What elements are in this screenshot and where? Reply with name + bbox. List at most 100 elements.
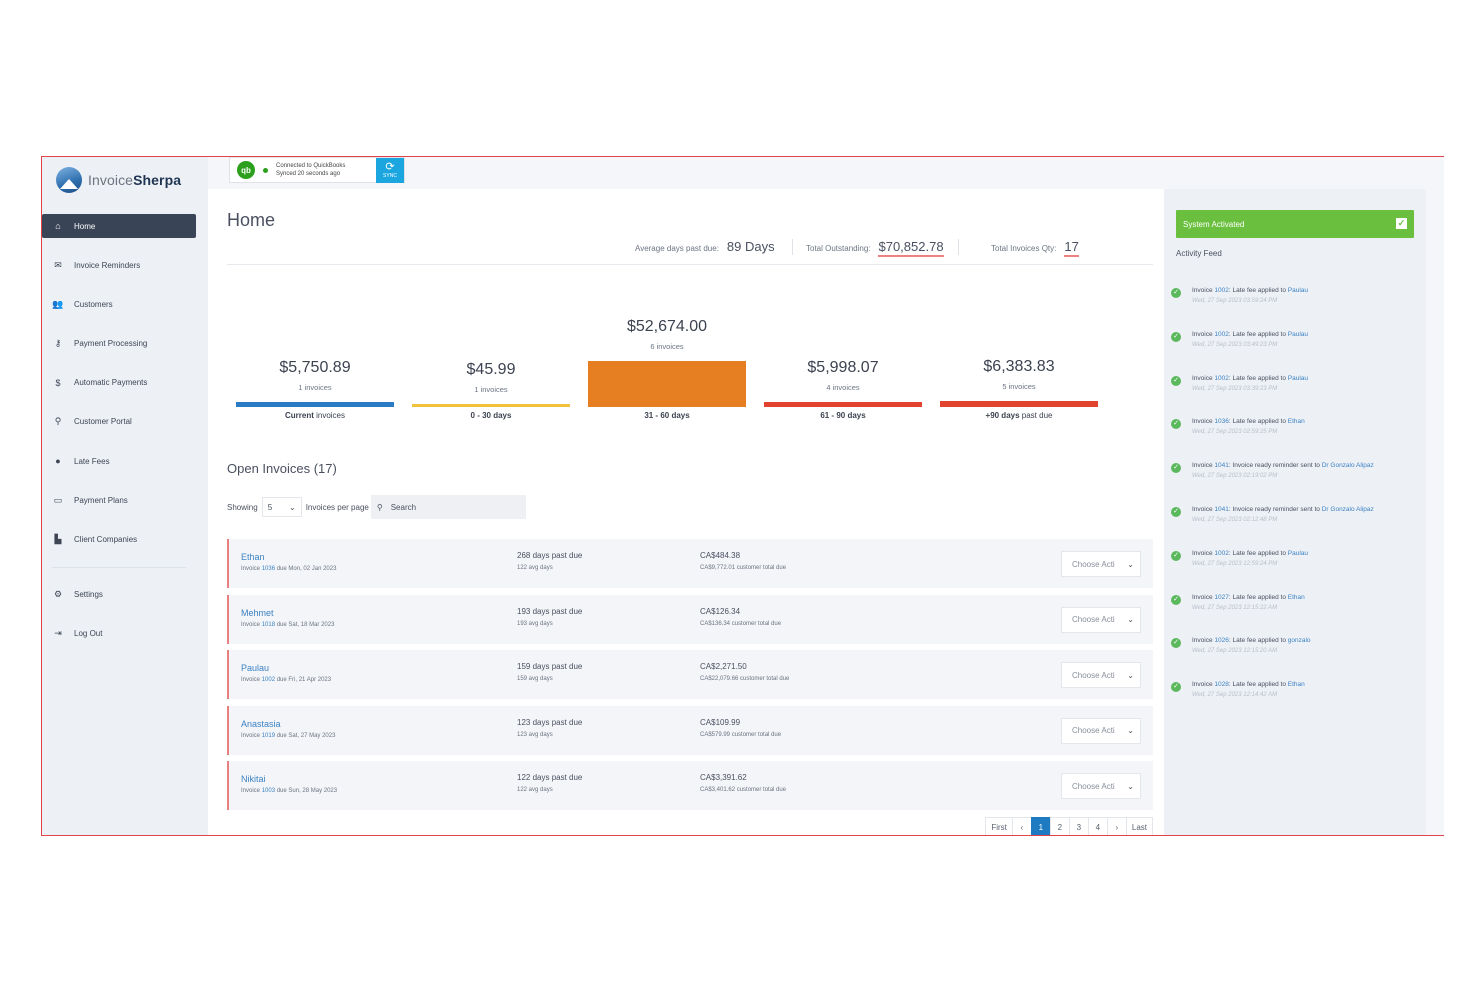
activity-recipient-link[interactable]: Dr Gonzalo Alipaz <box>1321 505 1374 513</box>
choose-action-select[interactable]: Choose Acti ⌄ <box>1061 606 1141 633</box>
invoice-number-link[interactable]: 1027 <box>1214 593 1229 601</box>
invoice-number-link[interactable]: 1002 <box>1214 287 1229 294</box>
sidebar-item-label: Invoice Reminders <box>74 260 141 270</box>
next-page-button[interactable]: › <box>1106 817 1127 835</box>
page-button-1[interactable]: 1 <box>1030 817 1051 835</box>
activity-recipient-link[interactable]: Ethan <box>1287 593 1305 601</box>
activity-recipient-link[interactable]: Paulau <box>1287 330 1309 338</box>
sidebar-item-automatic-payments[interactable]: $ Automatic Payments <box>42 371 196 395</box>
invoice-number-link[interactable]: 1003 <box>261 788 276 794</box>
sidebar-item-late-fees[interactable]: ● Late Fees <box>42 449 196 473</box>
per-page-select[interactable]: 5 ⌄ <box>261 497 302 517</box>
activity-recipient-link[interactable]: gonzalo <box>1287 637 1311 645</box>
activity-text: Invoice 1026: Late fee applied to gonzal… <box>1192 637 1311 644</box>
aging-bucket-label-bold: 0 - 30 days <box>470 411 512 420</box>
check-circle-icon: ✓ <box>1171 419 1181 430</box>
invoice-amount: CA$126.34 <box>700 606 741 616</box>
activity-timestamp: Wed, 27 Sep 2023 03:59:24 PM <box>1192 298 1278 304</box>
activity-prefix: Invoice <box>1192 637 1215 645</box>
first-page-button[interactable]: First <box>985 817 1013 835</box>
stat-divider <box>958 239 959 255</box>
activity-prefix: Invoice <box>1192 681 1215 689</box>
customer-name-link[interactable]: Ethan <box>241 552 265 562</box>
brand-name: InvoiceSherpa <box>88 172 181 188</box>
invoice-number-link[interactable]: 1018 <box>261 621 276 628</box>
invoice-number-link[interactable]: 1036 <box>261 566 276 572</box>
chevron-down-icon: ⌄ <box>1127 781 1134 791</box>
page-button-2[interactable]: 2 <box>1049 817 1070 835</box>
aging-bar[interactable] <box>588 361 746 407</box>
sidebar-item-customers[interactable]: 👥 Customers <box>42 292 196 316</box>
total-invoices-value: 17 <box>1064 239 1079 257</box>
customer-name-link[interactable]: Paulau <box>241 663 270 673</box>
system-activated-toggle[interactable]: System Activated ✓ <box>1176 210 1414 238</box>
page-button-4[interactable]: 4 <box>1087 817 1108 835</box>
sidebar-item-payment-processing[interactable]: ⚷ Payment Processing <box>42 332 196 356</box>
sidebar-item-payment-plans[interactable]: ▭ Payment Plans <box>42 488 196 512</box>
invoice-number-link[interactable]: 1026 <box>1214 637 1229 645</box>
sidebar-item-invoice-reminders[interactable]: ✉ Invoice Reminders <box>42 253 196 277</box>
choose-action-select[interactable]: Choose Acti ⌄ <box>1061 551 1141 577</box>
invoice-row[interactable]: Paulau Invoice 1002 due Fri, 21 Apr 2023 1… <box>227 650 1153 699</box>
invoice-number-link[interactable]: 1041 <box>1214 462 1229 470</box>
search-input[interactable]: ⚲ Search <box>370 495 526 519</box>
aging-count: 4 invoices <box>826 382 860 392</box>
activity-prefix: Invoice <box>1192 505 1215 513</box>
customer-name-link[interactable]: Anastasia <box>241 718 281 729</box>
activity-recipient-link[interactable]: Paulau <box>1287 549 1309 557</box>
invoice-number-link[interactable]: 1019 <box>261 732 276 739</box>
invoice-row[interactable]: Mehmet Invoice 1018 due Sat, 18 Mar 2023 1… <box>227 594 1153 644</box>
prev-page-button[interactable]: ‹ <box>1011 817 1032 835</box>
activity-recipient-link[interactable]: Dr Gonzalo Alipaz <box>1321 462 1374 470</box>
invoice-amount: CA$2,271.50 <box>700 662 747 671</box>
customer-name-link[interactable]: Mehmet <box>241 607 274 618</box>
activity-feed-item: ✓ Invoice 1041: Invoice ready reminder se… <box>1171 506 1426 550</box>
sidebar-item-log-out[interactable]: ⇥ Log Out <box>42 622 196 646</box>
invoice-number-link[interactable]: 1041 <box>1214 505 1229 513</box>
invoice-number-link[interactable]: 1002 <box>1214 549 1229 557</box>
page-button-3[interactable]: 3 <box>1068 817 1089 835</box>
check-circle-icon: ✓ <box>1171 506 1181 517</box>
activity-prefix: Invoice <box>1192 418 1215 426</box>
days-past-due: 123 days past due <box>517 717 583 727</box>
invoice-row[interactable]: Ethan Invoice 1036 due Mon, 02 Jan 2023 26… <box>227 539 1153 588</box>
invoice-number-link[interactable]: 1028 <box>1214 681 1229 689</box>
choose-action-select[interactable]: Choose Acti ⌄ <box>1061 773 1141 799</box>
aging-bar[interactable] <box>764 401 922 407</box>
activity-recipient-link[interactable]: Ethan <box>1287 418 1305 426</box>
aging-bar[interactable] <box>412 404 570 407</box>
invoice-due-text: Invoice 1019 due Sat, 27 May 2023 <box>241 733 335 739</box>
activity-recipient-link[interactable]: Paulau <box>1287 287 1309 294</box>
envelope-icon: ✉ <box>54 259 62 270</box>
brand-name-light: Invoice <box>88 172 134 188</box>
sidebar-item-home[interactable]: ⌂ Home <box>42 214 196 238</box>
aging-bar[interactable] <box>236 402 394 407</box>
choose-action-select[interactable]: Choose Acti ⌄ <box>1061 717 1141 744</box>
invoice-number-link[interactable]: 1002 <box>1214 374 1229 382</box>
activity-timestamp: Wed, 27 Sep 2023 03:39:23 PM <box>1192 385 1278 392</box>
sidebar-item-client-companies[interactable]: ▙ Client Companies <box>42 528 196 552</box>
sidebar-item-settings[interactable]: ⚙ Settings <box>42 583 196 607</box>
activity-feed-item: ✓ Invoice 1002: Late fee applied to Paula… <box>1171 375 1426 419</box>
brand-logo[interactable]: InvoiceSherpa <box>56 167 181 193</box>
activity-message: : Late fee applied to <box>1228 287 1288 294</box>
activity-recipient-link[interactable]: Ethan <box>1287 681 1305 689</box>
activity-recipient-link[interactable]: Paulau <box>1287 374 1309 382</box>
invoice-due-date: due Sat, 18 Mar 2023 <box>275 621 335 628</box>
invoice-row[interactable]: Anastasia Invoice 1019 due Sat, 27 May 20… <box>227 705 1153 755</box>
invoice-number-link[interactable]: 1036 <box>1214 418 1229 426</box>
invoice-number-link[interactable]: 1002 <box>261 677 276 683</box>
sync-button[interactable]: ⟳ SYNC <box>376 158 404 183</box>
sidebar-item-label: Late Fees <box>74 456 110 466</box>
total-outstanding-stat: Total Outstanding: $70,852.78 <box>806 239 944 257</box>
invoice-number-link[interactable]: 1002 <box>1214 330 1229 338</box>
customer-name-link[interactable]: Nikitai <box>241 774 266 784</box>
sidebar-item-label: Automatic Payments <box>74 378 148 388</box>
choose-action-select[interactable]: Choose Acti ⌄ <box>1061 662 1141 688</box>
sidebar-item-customer-portal[interactable]: ⚲ Customer Portal <box>42 410 196 434</box>
checkbox-checked-icon[interactable]: ✓ <box>1396 218 1407 229</box>
aging-bar[interactable] <box>940 401 1098 407</box>
choose-action-label: Choose Acti <box>1072 559 1115 569</box>
last-page-button[interactable]: Last <box>1125 817 1153 835</box>
invoice-row[interactable]: Nikitai Invoice 1003 due Sun, 28 May 2023… <box>227 761 1153 810</box>
